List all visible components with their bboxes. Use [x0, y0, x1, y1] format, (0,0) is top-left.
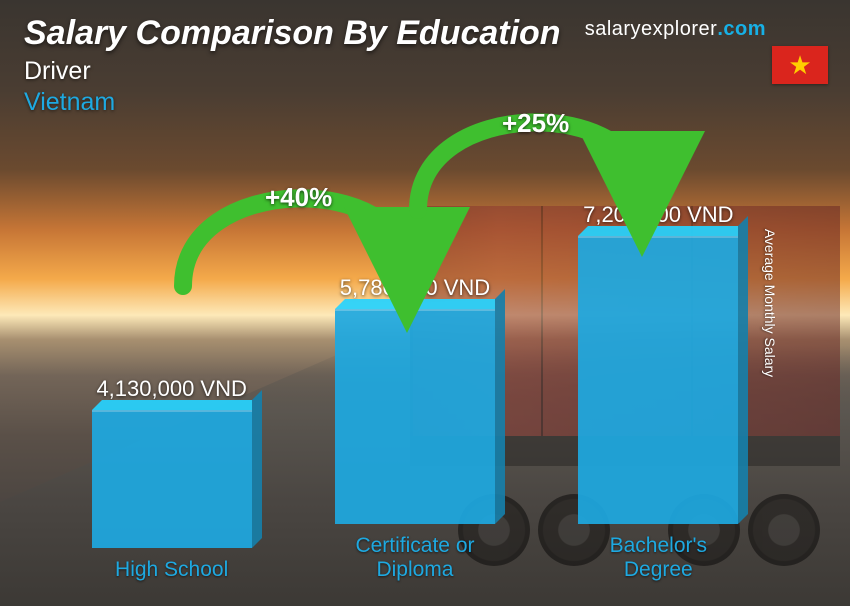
bar-value-label: 5,780,000 VND: [340, 275, 490, 301]
bar-value-label: 7,200,000 VND: [583, 202, 733, 228]
bar-group: 5,780,000 VND Certificate orDiploma: [315, 275, 515, 582]
bar: [92, 410, 252, 548]
bar: [335, 309, 495, 524]
star-icon: ★: [788, 52, 811, 78]
bar-category-label: Certificate orDiploma: [355, 534, 474, 582]
bar: [578, 236, 738, 524]
watermark: salaryexplorer.com: [585, 18, 766, 41]
bar-group: 7,200,000 VND Bachelor'sDegree: [558, 202, 758, 582]
bar-group: 4,130,000 VND High School: [72, 376, 272, 582]
country-flag-icon: ★: [772, 46, 828, 84]
bar-value-label: 4,130,000 VND: [96, 376, 246, 402]
increase-pct-label: +40%: [265, 182, 332, 213]
increase-pct-label: +25%: [502, 108, 569, 139]
bar-category-label: High School: [115, 558, 228, 582]
watermark-domain: .com: [717, 18, 766, 40]
bar-chart: 4,130,000 VND High School 5,780,000 VND …: [50, 170, 780, 582]
watermark-brand: salaryexplorer: [585, 18, 718, 40]
chart-subtitle-country: Vietnam: [24, 88, 826, 117]
chart-subtitle-job: Driver: [24, 57, 826, 86]
bar-category-label: Bachelor'sDegree: [610, 534, 707, 582]
